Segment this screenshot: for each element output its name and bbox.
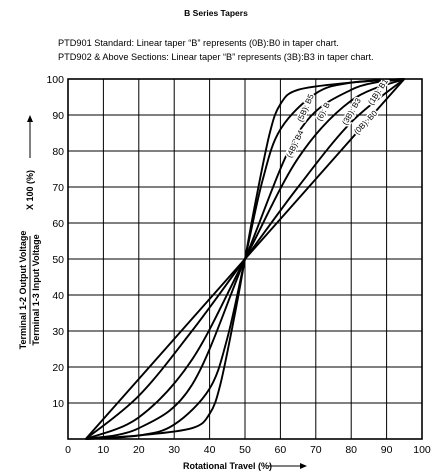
- y-tick-label-3: 40: [52, 290, 64, 302]
- plot-frame: [67, 78, 423, 440]
- x-tick-labels: 0 10 20 30 40 50 60 70 80 90 100: [65, 444, 431, 456]
- y-axis-arrow-head: [27, 115, 33, 122]
- curve-label-0: (0B): B0: [352, 108, 379, 136]
- x-tick-label-10: 100: [413, 444, 431, 456]
- chart-note-2: PTD902 & Above Sections: Linear taper “B…: [58, 52, 374, 62]
- curve-label-group-0: (0B): B0: [351, 107, 381, 138]
- x-tick-label-4: 40: [204, 444, 216, 456]
- x-tick-label-5: 50: [239, 444, 251, 456]
- y-axis-numerator: Terminal 1-2 Output Voltage: [18, 231, 28, 350]
- x-tick-label-3: 30: [168, 444, 180, 456]
- y-tick-label-9: 100: [46, 74, 64, 86]
- chart-title: B Series Tapers: [184, 8, 248, 18]
- y-axis-label: Terminal 1-2 Output Voltage Terminal 1-3…: [18, 115, 41, 349]
- x-axis-label: Rotational Travel (%): [183, 461, 272, 471]
- chart-note-1: PTD901 Standard: Linear taper “B” repres…: [58, 38, 339, 48]
- x-tick-label-9: 90: [381, 444, 393, 456]
- curve-label-group-4: (4B): B4: [283, 127, 307, 161]
- x-tick-label-6: 60: [275, 444, 287, 456]
- y-axis-denominator: Terminal 1-3 Input Voltage: [31, 234, 41, 345]
- x-tick-label-8: 80: [345, 444, 357, 456]
- curve-label-4: (4B): B4: [285, 128, 306, 159]
- y-tick-label-0: 10: [52, 398, 64, 410]
- curves: [84, 78, 406, 440]
- x-tick-label-2: 20: [133, 444, 145, 456]
- y-tick-label-6: 70: [52, 182, 64, 194]
- y-tick-label-7: 80: [52, 146, 64, 158]
- y-axis-suffix: X 100 (%): [25, 170, 35, 210]
- y-tick-label-1: 20: [52, 362, 64, 374]
- y-tick-label-5: 60: [52, 218, 64, 230]
- y-tick-label-2: 30: [52, 326, 64, 338]
- x-tick-label-1: 10: [98, 444, 110, 456]
- x-tick-label-0: 0: [65, 444, 71, 456]
- x-axis-arrow-head: [300, 463, 307, 469]
- y-tick-label-4: 50: [52, 254, 64, 266]
- y-tick-labels: 10 20 30 40 50 60 70 80 90 100: [46, 74, 64, 410]
- x-tick-label-7: 70: [310, 444, 322, 456]
- curve-series-5: [85, 78, 405, 440]
- y-tick-label-8: 90: [52, 110, 64, 122]
